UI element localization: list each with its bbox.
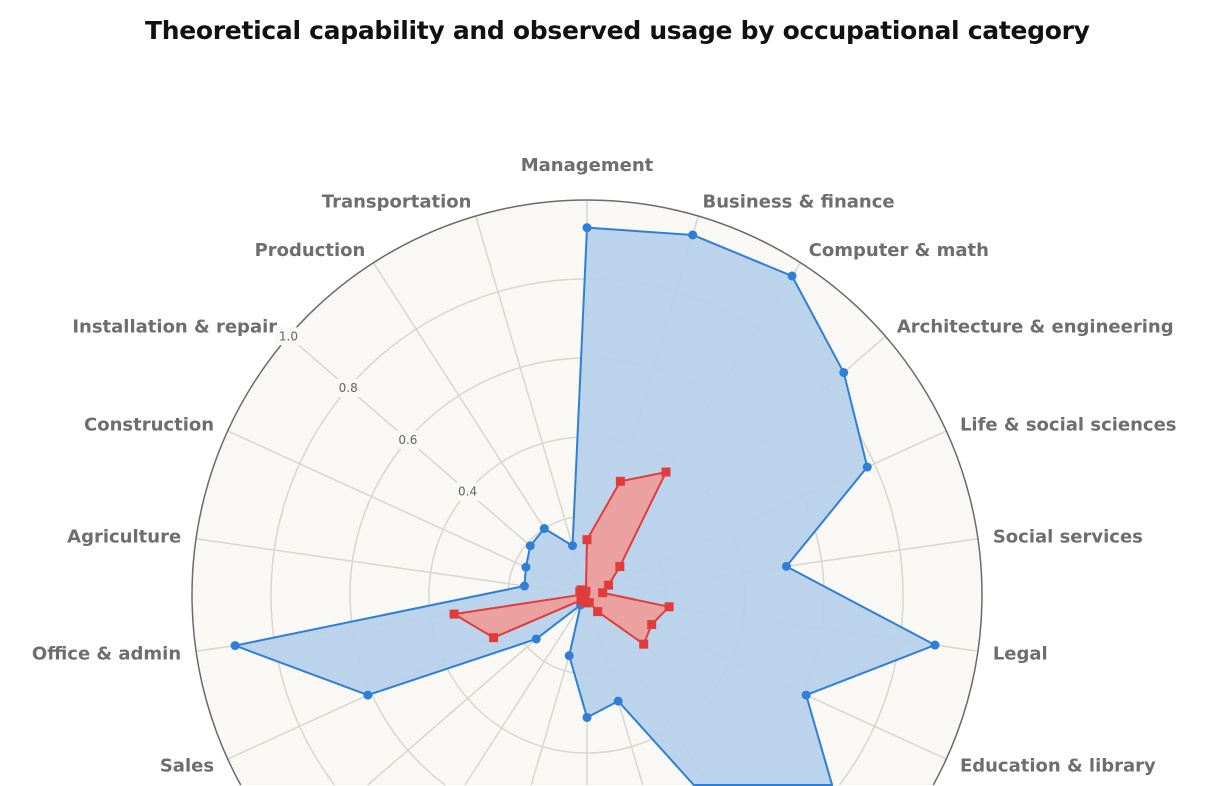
usage-point — [615, 476, 625, 486]
capability-point — [539, 524, 549, 534]
grid-spoke — [474, 215, 588, 596]
usage-point — [604, 580, 614, 590]
usage-point — [576, 595, 586, 605]
capability-point — [801, 690, 811, 700]
category-label: Architecture & engineering — [897, 317, 1174, 338]
tick-label-bg — [334, 379, 363, 398]
category-label: Computer & math — [809, 240, 989, 261]
grid-spoke — [464, 594, 588, 786]
category-label: Education & library — [960, 755, 1156, 776]
capability-point — [521, 562, 531, 572]
capability-point — [582, 712, 592, 722]
category-label: Business & finance — [703, 192, 895, 213]
category-label: Construction — [84, 415, 214, 436]
category-label: Social services — [993, 527, 1143, 548]
usage-point — [582, 535, 592, 545]
usage-point — [647, 620, 657, 630]
usage-point — [661, 467, 671, 477]
capability-point — [613, 696, 623, 706]
capability-point — [525, 541, 535, 551]
capability-point — [230, 641, 240, 651]
capability-point — [781, 561, 791, 571]
r-tick-label: 0.4 — [458, 485, 477, 499]
outer-ring — [191, 199, 983, 786]
tick-label-bg — [274, 327, 303, 346]
r-tick-label: 0.8 — [339, 381, 358, 395]
category-label: Transportation — [322, 192, 472, 213]
capability-point — [568, 541, 578, 551]
category-label: Sales — [160, 755, 214, 776]
category-label: Agriculture — [67, 527, 181, 548]
usage-point — [489, 633, 499, 643]
chart-title: Theoretical capability and observed usag… — [145, 16, 1090, 45]
capability-point — [519, 581, 529, 591]
capability-point — [862, 462, 872, 472]
category-label: Life & social sciences — [960, 415, 1177, 436]
usage-point — [449, 609, 459, 619]
category-label: Legal — [993, 643, 1048, 664]
capability-point — [688, 230, 698, 240]
category-label: Installation & repair — [72, 317, 277, 338]
category-label: Management — [521, 155, 654, 176]
usage-point — [615, 562, 625, 572]
category-label: Office & admin — [32, 643, 181, 664]
capability-point — [930, 640, 940, 650]
tick-label-bg — [453, 482, 482, 501]
usage-point — [581, 586, 591, 596]
usage-point — [593, 607, 603, 617]
usage-point — [639, 639, 649, 649]
r-tick-label: 0.6 — [398, 433, 417, 447]
tick-label-bg — [393, 430, 422, 449]
r-tick-label: 1.0 — [279, 329, 298, 343]
usage-point — [598, 588, 608, 598]
capability-point — [363, 690, 373, 700]
capability-point — [531, 634, 541, 644]
capability-point — [564, 651, 574, 661]
capability-point — [582, 223, 592, 233]
category-label: Production — [255, 240, 366, 261]
capability-point — [839, 368, 849, 378]
usage-point — [664, 602, 674, 612]
capability-point — [787, 271, 797, 281]
